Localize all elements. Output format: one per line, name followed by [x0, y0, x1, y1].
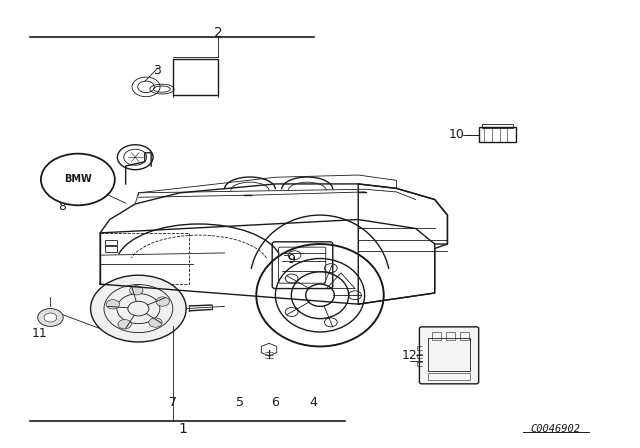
- Text: 12: 12: [401, 349, 417, 362]
- Circle shape: [91, 275, 186, 342]
- Bar: [431, 332, 441, 340]
- Bar: [428, 337, 470, 371]
- Circle shape: [44, 313, 57, 322]
- Text: 10: 10: [449, 129, 465, 142]
- Bar: [460, 332, 469, 340]
- Bar: [173, 59, 218, 95]
- Circle shape: [38, 309, 63, 327]
- Circle shape: [106, 300, 120, 309]
- Bar: [428, 373, 470, 380]
- Bar: [483, 124, 513, 128]
- Bar: [479, 127, 516, 142]
- Bar: [100, 233, 189, 284]
- Bar: [105, 246, 116, 252]
- Text: C0046902: C0046902: [531, 424, 580, 434]
- FancyBboxPatch shape: [419, 327, 479, 384]
- Text: 9: 9: [287, 253, 295, 266]
- Circle shape: [41, 154, 115, 205]
- Text: 6: 6: [271, 396, 279, 409]
- Circle shape: [156, 297, 170, 306]
- Circle shape: [130, 286, 143, 295]
- Text: 3: 3: [154, 64, 161, 77]
- Text: 5: 5: [236, 396, 244, 409]
- Text: 11: 11: [32, 327, 47, 340]
- Circle shape: [118, 319, 131, 329]
- Text: 2: 2: [214, 26, 223, 39]
- Text: 8: 8: [58, 200, 66, 213]
- Text: 1: 1: [179, 422, 188, 436]
- Circle shape: [148, 318, 162, 327]
- Text: 4: 4: [310, 396, 317, 409]
- Bar: [105, 240, 116, 246]
- Text: 7: 7: [170, 396, 177, 409]
- Text: BMW: BMW: [64, 174, 92, 185]
- Bar: [445, 332, 455, 340]
